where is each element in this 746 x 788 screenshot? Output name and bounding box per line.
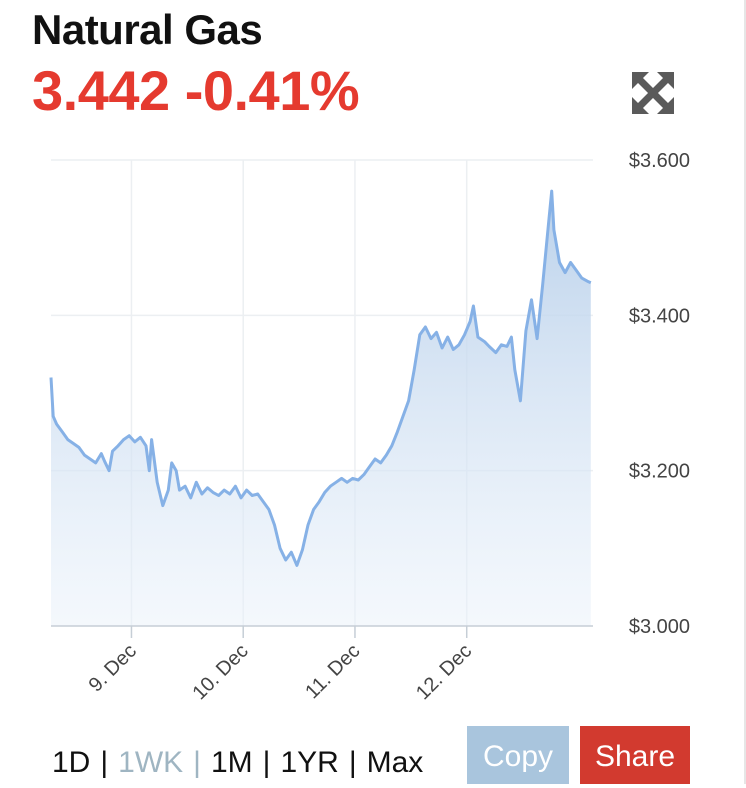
range-1d[interactable]: 1D [52, 746, 91, 779]
x-axis-labels: 9. Dec 10. Dec 11. Dec 12. Dec [85, 626, 476, 704]
bottom-controls: 1D | 1WK | 1M | 1YR | Max Copy Share [0, 726, 746, 784]
y-tick-label: $3.600 [629, 150, 690, 172]
page-title: Natural Gas [32, 6, 263, 53]
time-range-selector: 1D | 1WK | 1M | 1YR | Max [52, 746, 423, 780]
price-chart: $3.600 $3.400 $3.200 $3.000 9. Dec 10. Dec 11… [49, 150, 690, 704]
share-button[interactable]: Share [580, 726, 690, 784]
range-separator: | [348, 746, 357, 779]
range-1yr[interactable]: 1YR [280, 746, 339, 779]
price-area-fill [51, 191, 591, 626]
x-tick-label: 11. Dec [301, 640, 364, 703]
y-axis-labels: $3.600 $3.400 $3.200 $3.000 [629, 150, 690, 638]
range-1m[interactable]: 1M [210, 746, 253, 779]
range-separator: | [193, 746, 201, 779]
range-max[interactable]: Max [366, 746, 424, 779]
expand-arrows-icon[interactable] [630, 70, 676, 116]
price-change-quote: 3.442 -0.41% [32, 59, 360, 122]
range-separator: | [100, 746, 109, 779]
range-1wk[interactable]: 1WK [118, 746, 184, 779]
y-tick-label: $3.200 [629, 461, 690, 483]
range-separator: | [262, 746, 271, 779]
x-tick-label: 10. Dec [188, 640, 252, 704]
x-tick-label: 9. Dec [85, 640, 141, 696]
y-tick-label: $3.000 [629, 616, 690, 638]
y-tick-label: $3.400 [629, 305, 690, 327]
price-line [49, 189, 592, 567]
copy-button[interactable]: Copy [467, 726, 569, 784]
frame-border [744, 0, 746, 784]
x-tick-label: 12. Dec [412, 640, 476, 704]
